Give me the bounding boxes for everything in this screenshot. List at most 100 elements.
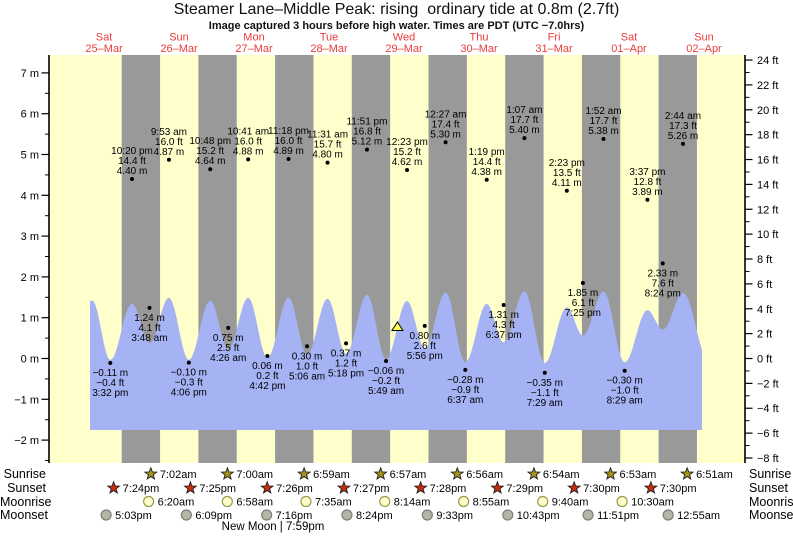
low-tide-marker: 0.37 m1.2 ft5:18 pm <box>328 341 364 379</box>
right-axis-tick-label: 6 ft <box>757 279 772 291</box>
high-tide-dot <box>484 177 489 182</box>
low-tide-marker: 0.80 m2.6 ft5:56 pm <box>407 323 443 362</box>
high-tide-m: 5.38 m <box>588 126 619 137</box>
new-moon-label: New Moon | 7:59pm <box>221 521 325 533</box>
low-tide-ft: −0.2 ft <box>372 376 400 387</box>
moonset-time: 9:33pm <box>436 510 473 522</box>
high-tide-time: 11:18 pm <box>268 126 309 137</box>
moonrise-time: 8:55am <box>473 497 510 509</box>
high-tide-ft: 15.7 ft <box>314 140 342 151</box>
high-tide-dot <box>645 197 650 202</box>
day-labels: Sat25–MarSun26–MarMon27–MarTue28–MarWed2… <box>85 32 722 56</box>
low-tide-dot <box>147 305 152 310</box>
low-tide-dot <box>580 281 585 286</box>
sunrise-time: 7:00am <box>236 469 273 481</box>
high-tide-time: 9:53 am <box>151 127 187 138</box>
moonset-time: 12:55am <box>677 510 720 522</box>
sunrise-row-label-right: Sunrise <box>749 467 792 481</box>
high-tide-time: 1:52 am <box>585 106 621 117</box>
high-tide-ft: 14.4 ft <box>473 157 501 168</box>
low-tide-dot <box>186 360 191 365</box>
low-tide-m: 2.33 m <box>647 268 678 279</box>
low-tide-time: 5:18 pm <box>328 368 364 379</box>
low-tide-time: 5:49 am <box>368 386 404 397</box>
sunrise-icon <box>373 466 388 481</box>
low-tide-marker: 1.24 m4.1 ft3:48 am <box>131 305 168 344</box>
low-tide-markers: −0.11 m−0.4 ft3:32 pm1.24 m4.1 ft3:48 am… <box>92 261 681 409</box>
low-tide-marker: 0.30 m1.0 ft5:06 am <box>289 344 325 382</box>
day-name-label: Sun <box>169 32 189 44</box>
high-tide-m: 4.88 m <box>233 146 264 157</box>
moonrise-row-label-left: Moonrise <box>0 494 52 509</box>
sunset-icon <box>643 480 659 495</box>
high-tide-time: 10:48 pm <box>189 136 231 147</box>
high-tide-time: 12:23 pm <box>386 137 428 148</box>
sunrise-time: 6:57am <box>390 469 427 481</box>
low-tide-m: −0.10 m <box>171 368 207 379</box>
right-axis-tick-label: 12 ft <box>757 204 778 216</box>
left-axis-tick-label: 4 m <box>21 190 39 202</box>
low-tide-time: 4:06 pm <box>171 388 207 399</box>
sunset-time: 7:27pm <box>353 483 390 495</box>
low-tide-marker: 0.06 m0.2 ft4:42 pm <box>249 354 285 392</box>
moonset-time: 7:16pm <box>276 510 313 522</box>
tide-curve-area <box>90 291 702 430</box>
low-tide-m: −0.11 m <box>92 368 128 379</box>
sunset-icon <box>490 480 505 495</box>
high-tide-m: 5.40 m <box>509 125 540 136</box>
high-tide-dot <box>208 167 213 172</box>
low-tide-ft: −0.9 ft <box>451 385 479 396</box>
day-date-label: 27–Mar <box>235 43 273 55</box>
sunrise-time: 6:53am <box>620 469 657 481</box>
high-tide-m: 5.30 m <box>430 129 461 140</box>
low-tide-m: −0.30 m <box>606 376 642 387</box>
low-tide-time: 7:29 am <box>527 398 563 409</box>
high-tide-time: 3:37 pm <box>629 167 665 178</box>
low-tide-m: 1.85 m <box>568 288 599 299</box>
left-axis-tick-label: −1 m <box>14 394 39 406</box>
sunrise-time: 7:02am <box>160 469 197 481</box>
low-tide-marker: 0.75 m2.5 ft4:26 am <box>210 325 246 364</box>
sunset-icon <box>183 480 198 495</box>
high-tide-dot <box>286 156 291 161</box>
sunset-time: 7:30pm <box>660 483 697 495</box>
sunset-time: 7:25pm <box>199 483 236 495</box>
left-axis-tick-label: −2 m <box>14 435 39 447</box>
high-tide-time: 10:41 am <box>227 126 269 137</box>
high-tide-dot <box>564 188 569 193</box>
high-tide-dot <box>364 147 369 152</box>
high-tide-m: 5.12 m <box>352 137 383 148</box>
day-date-label: 02–Apr <box>686 43 722 55</box>
low-tide-m: 0.75 m <box>213 333 244 344</box>
high-tide-ft: 15.2 ft <box>196 146 224 157</box>
sunrise-icon <box>450 466 465 481</box>
high-tide-dot <box>166 157 171 162</box>
low-tide-ft: 6.1 ft <box>572 298 594 309</box>
low-tide-m: 0.30 m <box>292 351 323 362</box>
high-tide-dot <box>443 140 448 145</box>
low-tide-time: 7:25 pm <box>565 308 601 319</box>
chart-title: Steamer Lane–Middle Peak: rising ordinar… <box>173 1 620 18</box>
low-tide-dot <box>542 370 547 375</box>
high-tide-dot <box>130 176 135 181</box>
low-tide-time: 5:56 pm <box>407 351 443 362</box>
low-tide-ft: 4.3 ft <box>493 320 515 331</box>
low-tide-dot <box>344 341 349 346</box>
moonset-icon <box>261 509 273 521</box>
axes <box>41 55 753 463</box>
high-tide-m: 4.89 m <box>273 146 304 157</box>
sunrise-row <box>143 466 695 481</box>
right-axis-tick-label: −2 ft <box>757 378 779 390</box>
low-tide-marker: −0.28 m−0.9 ft6:37 am <box>447 367 484 406</box>
sunset-time: 7:24pm <box>123 483 160 495</box>
moonrise-icon <box>142 495 155 508</box>
high-tide-dot <box>246 157 251 162</box>
moonset-time: 6:09pm <box>195 510 232 522</box>
moonset-icon <box>100 509 112 521</box>
